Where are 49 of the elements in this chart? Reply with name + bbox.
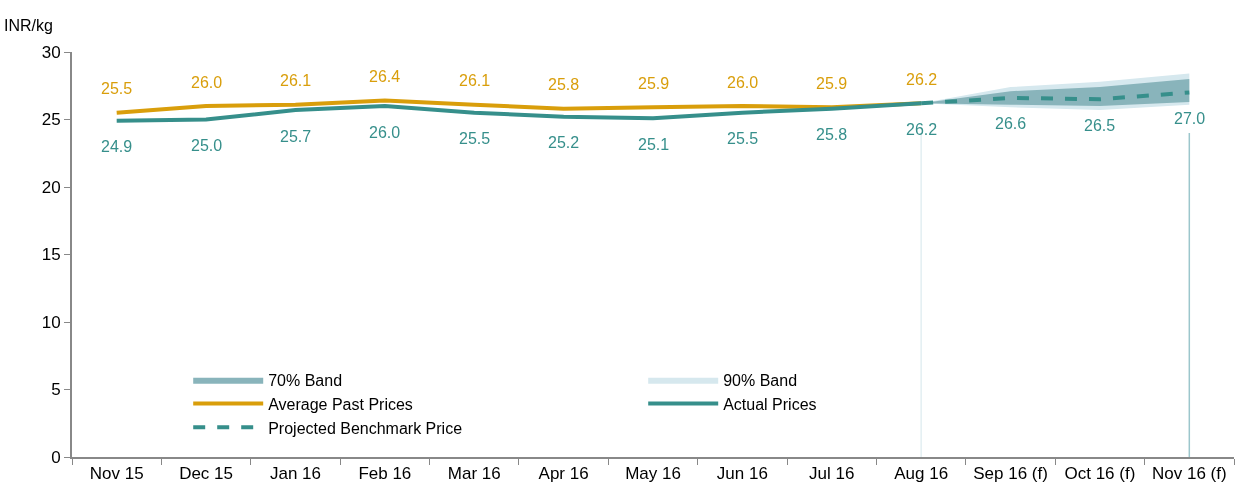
data-label: 26.0 xyxy=(369,124,401,141)
data-label: 25.5 xyxy=(101,80,133,97)
data-label: 25.5 xyxy=(727,130,759,147)
data-label: 25.2 xyxy=(548,134,580,151)
x-tick-label: Jan 16 xyxy=(269,464,321,484)
data-label: 26.5 xyxy=(1084,117,1116,134)
y-tick-label: 10 xyxy=(41,312,61,332)
data-label: 27.0 xyxy=(1174,110,1206,127)
y-tick-label: 20 xyxy=(41,177,61,197)
data-label: 26.1 xyxy=(280,72,312,89)
x-tick-label: Aug 16 xyxy=(894,464,949,484)
y-axis-title: INR/kg xyxy=(4,17,53,34)
x-tick-label: Nov 15 xyxy=(89,464,144,484)
x-tick-label: Feb 16 xyxy=(358,464,412,484)
x-tick-label: Mar 16 xyxy=(447,464,501,484)
data-label: 26.0 xyxy=(727,74,759,91)
legend-label: Average Past Prices xyxy=(268,395,413,413)
y-tick-label: 5 xyxy=(51,380,61,400)
y-tick-label: 0 xyxy=(51,447,61,467)
x-tick-label: Jun 16 xyxy=(716,464,768,484)
legend-label: 90% Band xyxy=(723,371,798,389)
x-tick-label: Apr 16 xyxy=(538,464,589,484)
legend-label: Actual Prices xyxy=(723,395,817,413)
data-label: 26.2 xyxy=(906,71,938,88)
x-tick-label: Dec 15 xyxy=(179,464,234,484)
x-tick-label: Jul 16 xyxy=(809,464,855,484)
data-label: 26.0 xyxy=(191,74,223,91)
data-label: 25.5 xyxy=(459,130,491,147)
data-label: 26.4 xyxy=(369,68,401,85)
y-tick-label: 30 xyxy=(41,42,61,62)
x-tick-label: Nov 16 (f) xyxy=(1151,464,1227,484)
data-label: 26.1 xyxy=(459,72,491,89)
data-label: 25.8 xyxy=(548,76,580,93)
x-tick-label: Oct 16 (f) xyxy=(1064,464,1136,484)
data-label: 25.9 xyxy=(816,75,848,92)
x-tick-label: May 16 xyxy=(625,464,681,484)
data-label: 26.2 xyxy=(906,121,938,138)
y-tick-label: 25 xyxy=(41,110,61,130)
legend-label: Projected Benchmark Price xyxy=(268,419,463,437)
data-label: 24.9 xyxy=(101,138,133,155)
x-tick-label: Sep 16 (f) xyxy=(973,464,1048,484)
data-label: 25.9 xyxy=(638,75,670,92)
data-label: 25.8 xyxy=(816,126,848,143)
data-label: 25.1 xyxy=(638,136,670,153)
data-label: 25.7 xyxy=(280,128,312,145)
y-tick-label: 15 xyxy=(41,245,61,265)
legend-label: 70% Band xyxy=(268,371,343,389)
data-label: 25.0 xyxy=(191,137,223,154)
data-label: 26.6 xyxy=(995,115,1027,132)
